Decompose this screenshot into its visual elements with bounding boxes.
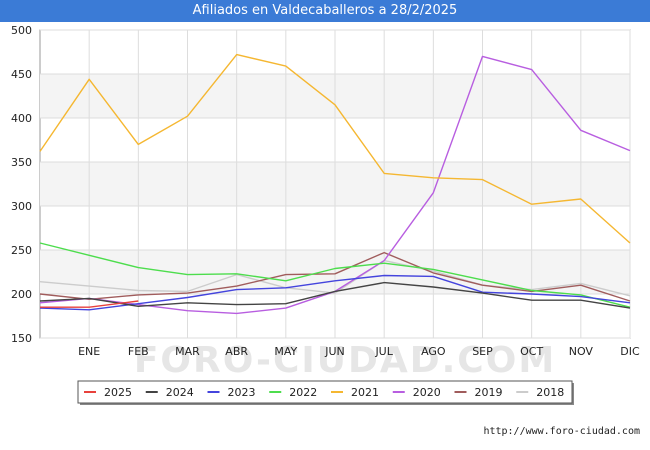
x-tick-label: FEB (128, 345, 149, 358)
y-tick-label: 350 (11, 156, 32, 169)
legend-label-2023: 2023 (228, 386, 256, 399)
x-tick-label: JUL (374, 345, 393, 358)
legend-label-2022: 2022 (289, 386, 317, 399)
x-tick-label: MAY (274, 345, 297, 358)
watermark: FORO-CIUDAD.COM (134, 340, 556, 381)
series-lines (39, 53, 631, 315)
x-tick-label: OCT (520, 345, 543, 358)
x-axis-ticks: ENE FEB MAR ABR MAY JUN JUL AGO SEP OCT NOV DIC (78, 345, 640, 358)
y-tick-label: 250 (11, 244, 32, 257)
source-url[interactable]: http://www.foro-ciudad.com (483, 426, 640, 437)
grid-lines (40, 29, 631, 339)
series-line-2019 (39, 251, 631, 302)
y-tick-label: 200 (11, 288, 32, 301)
legend-box (77, 380, 573, 404)
legend-label-2021: 2021 (351, 386, 379, 399)
y-tick-label: 150 (11, 332, 32, 345)
series-line-2018 (39, 259, 631, 297)
y-tick-label: 400 (11, 112, 32, 125)
series-line-2021 (39, 53, 631, 244)
chart-title: Afiliados en Valdecaballeros a 28/2/2025 (0, 0, 650, 22)
x-tick-label: SEP (472, 345, 493, 358)
series-line-2022 (39, 242, 631, 308)
x-tick-label: DIC (620, 345, 640, 358)
legend-label-2020: 2020 (413, 386, 441, 399)
y-tick-label: 300 (11, 200, 32, 213)
x-tick-label: AGO (421, 345, 446, 358)
x-tick-label: MAR (175, 345, 200, 358)
legend-label-2024: 2024 (166, 386, 194, 399)
legend-label-2018: 2018 (536, 386, 564, 399)
legend: 2025 2024 2023 2022 2021 2020 2019 2018 (77, 380, 574, 405)
series-line-2023 (39, 274, 631, 311)
x-tick-label: ENE (78, 345, 100, 358)
legend-label-2025: 2025 (104, 386, 132, 399)
legend-label-2019: 2019 (475, 386, 503, 399)
y-axis-ticks: 150 200 250 300 350 400 450 500 (11, 24, 32, 345)
series-line-2025 (40, 300, 139, 308)
y-tick-label: 500 (11, 24, 32, 37)
y-tick-label: 450 (11, 68, 32, 81)
series-line-2024 (39, 281, 631, 309)
x-tick-label: JUN (324, 345, 345, 358)
x-tick-label: NOV (569, 345, 594, 358)
x-tick-label: ABR (225, 345, 248, 358)
